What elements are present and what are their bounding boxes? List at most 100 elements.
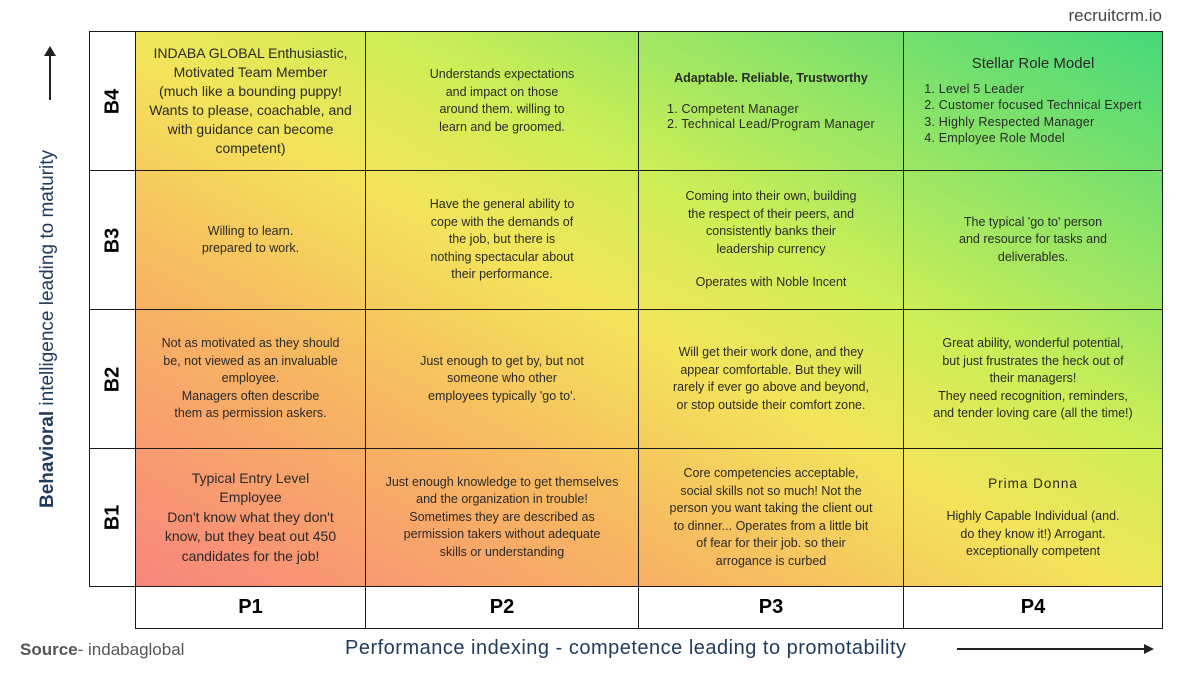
text-line: Prima Donna [988,475,1078,491]
paragraph: Prima Donna [988,475,1078,493]
brand: recruitcrm.io [1068,6,1162,25]
cell-heading: Adaptable. Reliable, Trustworthy [674,71,868,86]
column-label: P3 [638,586,904,629]
row-label: B4 [89,31,136,171]
cell-heading: Stellar Role Model [971,55,1095,73]
paragraph: Not as motivated as they should be, not v… [162,335,340,423]
text-line: rarely if ever go above and beyond, [673,380,869,394]
text-line: Not as motivated as they should [161,336,340,351]
text-line: person you want taking the client out [669,501,873,515]
paragraph: Great ability, wonderful potential, but j… [933,335,1132,423]
text-line: exceptionally competent [965,544,1101,558]
text-line: do they know it!) Arrogant. [960,526,1106,541]
paragraph: Operates with Noble Incent [696,274,847,292]
column-label: P2 [365,586,639,629]
text-line: around them. willing to [439,102,565,116]
paragraph: INDABA GLOBAL Enthusiastic, Motivated Tea… [149,44,352,158]
y-arrow-head [44,46,56,56]
cell: INDABA GLOBAL Enthusiastic, Motivated Tea… [135,31,366,171]
text-line: permission takers without adequate [403,527,601,542]
text-line: but just frustrates the heck out of [942,353,1124,368]
text-line: be, not viewed as an invaluable [163,353,338,368]
text-line: The typical 'go to' person [963,214,1103,229]
cell: Great ability, wonderful potential, but j… [903,309,1163,449]
text-line: Sometimes they are described as [409,509,595,524]
paragraph: Just enough knowledge to get themselves a… [386,474,619,562]
list-item: 4. Employee Role Model [924,131,1065,146]
paragraph: Willing to learn. prepared to work. [202,223,299,258]
text-line: learn and be groomed. [439,119,565,134]
text-line: and the organization in trouble! [416,492,588,507]
text-line: candidates for the job! [181,547,320,564]
grid-background [135,31,1162,586]
cell: Stellar Role Model 1. Level 5 Leader 2. Cu… [903,31,1163,171]
text-line: their performance. [451,267,553,282]
text-line: Just enough knowledge to get themselves [385,474,619,489]
text-line: Employee [219,489,282,506]
row-label-text: B2 [100,366,123,392]
list-item: 2. Customer focused Technical Expert [924,98,1142,113]
paragraph: Typical Entry Level Employee Don't know wh… [165,469,336,567]
cell: Willing to learn. prepared to work. [135,170,366,310]
text-line: Wants to please, coachable, and [149,102,352,118]
paragraph: The typical 'go to' person and resource f… [959,214,1107,267]
list-item: 1. Competent Manager [667,101,799,116]
text-line: employee. [221,371,280,386]
text-line: Just enough to get by, but not [420,353,584,368]
text-line: arrogance is curbed [715,553,827,568]
text-line: Will get their work done, and they [678,345,864,359]
text-line: of fear for their job. so their [696,536,846,550]
text-line: them as permission askers. [174,406,327,421]
text-line: appear comfortable. But they will [680,362,862,377]
row-label-text: B4 [100,88,123,114]
x-axis-label: Performance indexing - competence leadin… [345,637,907,659]
cell: Typical Entry Level Employee Don't know wh… [135,448,366,587]
row-label-text: B1 [100,504,123,531]
cell: Understands expectations and impact on th… [365,31,639,171]
x-arrow-head [1144,644,1154,654]
source-rest: - indabaglobal [77,640,185,659]
cell: Prima Donna Highly Capable Individual (an… [903,448,1163,587]
text-line: social skills not so much! Not the [680,483,862,498]
text-line: INDABA GLOBAL Enthusiastic, [153,45,348,61]
text-line: or stop outside their comfort zone. [676,397,866,412]
text-line: skills or understanding [439,544,565,559]
cell: Will get their work done, and they appear… [638,309,904,449]
text-line: the respect of their peers, and [687,206,855,221]
cell: Just enough knowledge to get themselves a… [365,448,639,587]
text-line: prepared to work. [201,241,300,255]
text-line: Willing to learn. [207,223,294,238]
cell: Not as motivated as they should be, not v… [135,309,366,449]
cell: Adaptable. Reliable, Trustworthy 1. Compe… [638,31,904,171]
cell: The typical 'go to' person and resource f… [903,170,1163,310]
list-item: 3. Highly Respected Manager [924,114,1095,129]
row-label-text: B3 [100,227,123,253]
cell-list: 1. Competent Manager 2. Technical Lead/Pr… [667,102,875,132]
text-line: leadership currency [716,241,826,256]
text-line: and impact on those [445,84,559,99]
text-line: Typical Entry Level [191,469,310,486]
text-line: Managers often describe [181,388,320,403]
paragraph: Just enough to get by, but not someone wh… [420,353,584,406]
text-line: cope with the demands of [430,214,574,229]
row-label: B1 [89,448,136,587]
text-line: the job, but there is [448,232,556,247]
column-label: P4 [903,586,1163,629]
text-line: Have the general ability to [429,197,575,212]
text-line: their managers! [989,371,1077,386]
text-line: employees typically 'go to'. [428,388,576,403]
text-line: Operates with Noble Incent [695,275,847,290]
source: Source- indabaglobal [20,640,184,660]
text-line: Motivated Team Member [173,64,328,80]
text-line: Highly Capable Individual (and. [946,509,1120,523]
list-item: 2. Technical Lead/Program Manager [667,116,875,131]
text-line: competent) [215,140,286,156]
text-line: Great ability, wonderful potential, [942,336,1124,351]
cell: Just enough to get by, but not someone wh… [365,309,639,449]
paragraph: Highly Capable Individual (and. do they k… [946,508,1119,561]
text-line: know, but they beat out 450 [164,528,337,545]
cell: Have the general ability to cope with the… [365,170,639,310]
row-label: B2 [89,309,136,449]
text-line: consistently banks their [706,224,836,239]
